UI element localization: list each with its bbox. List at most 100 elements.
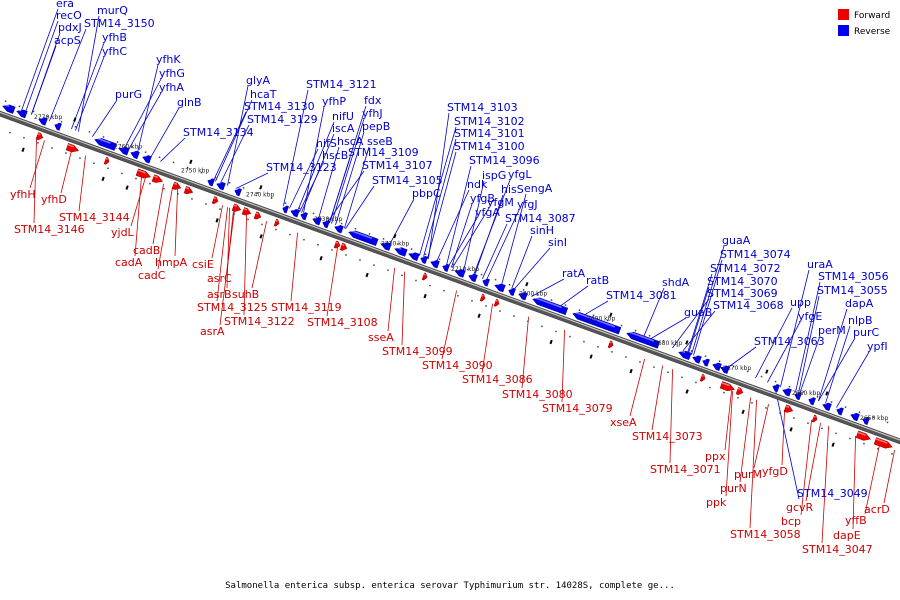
forward-gene-label[interactable]: cadB [133, 244, 160, 257]
forward-gene-label[interactable]: purM [734, 468, 762, 481]
reverse-gene-label[interactable]: dapA [845, 297, 874, 310]
reverse-gene-label[interactable]: STM14_3123 [266, 161, 337, 174]
reverse-gene-arrow[interactable] [494, 282, 506, 293]
reverse-gene-label[interactable]: pdxJ [58, 21, 82, 34]
reverse-gene-arrow[interactable] [118, 145, 130, 156]
reverse-gene-arrow[interactable] [430, 259, 440, 269]
reverse-gene-label[interactable]: hcaT [250, 88, 277, 101]
forward-gene-arrow[interactable] [479, 293, 486, 302]
reverse-gene-label[interactable]: yfgB [470, 192, 495, 205]
forward-gene-label[interactable]: yjdL [111, 226, 135, 239]
reverse-gene-label[interactable]: yfhA [159, 81, 184, 94]
reverse-gene-arrow[interactable] [532, 296, 569, 316]
forward-gene-label[interactable]: ppx [705, 450, 726, 463]
reverse-gene-label[interactable]: purC [853, 326, 879, 339]
reverse-gene-arrow[interactable] [290, 208, 300, 218]
reverse-gene-arrow[interactable] [468, 273, 478, 283]
forward-gene-arrow[interactable] [253, 211, 262, 221]
reverse-gene-label[interactable]: STM14_3072 [710, 262, 781, 275]
forward-gene-label[interactable]: yffB [845, 514, 867, 527]
forward-gene-arrow[interactable] [183, 186, 194, 195]
forward-gene-arrow[interactable] [855, 430, 872, 442]
forward-gene-label[interactable]: STM14_3146 [14, 223, 85, 236]
reverse-gene-label[interactable]: nifU [332, 110, 354, 123]
forward-gene-arrow[interactable] [65, 143, 80, 154]
reverse-gene-label[interactable]: nlpB [848, 314, 873, 327]
reverse-gene-arrow[interactable] [482, 278, 490, 287]
forward-gene-arrow[interactable] [333, 240, 341, 249]
reverse-gene-arrow[interactable] [334, 224, 344, 234]
reverse-gene-arrow[interactable] [794, 391, 802, 401]
reverse-gene-label[interactable]: ratA [562, 267, 586, 280]
reverse-gene-arrow[interactable] [94, 136, 117, 151]
forward-gene-label[interactable]: csiE [192, 258, 214, 271]
reverse-gene-arrow[interactable] [862, 416, 870, 425]
reverse-gene-label[interactable]: yfhB [102, 31, 127, 44]
forward-gene-label[interactable]: dapE [833, 529, 861, 542]
reverse-gene-label[interactable]: shdA [662, 276, 690, 289]
reverse-gene-label[interactable]: upp [790, 296, 811, 309]
forward-gene-arrow[interactable] [873, 437, 893, 451]
forward-gene-arrow[interactable] [783, 404, 794, 414]
reverse-gene-label[interactable]: purG [115, 88, 142, 101]
reverse-gene-arrow[interactable] [508, 287, 516, 297]
reverse-gene-label[interactable]: recO [56, 9, 82, 22]
reverse-gene-label[interactable]: sseB [367, 135, 393, 148]
reverse-gene-arrow[interactable] [442, 263, 450, 273]
reverse-gene-label[interactable]: yfhP [322, 95, 346, 108]
reverse-gene-label[interactable]: STM14_3096 [469, 154, 540, 167]
reverse-gene-label[interactable]: yfhK [156, 53, 181, 66]
reverse-gene-label[interactable]: ispG [482, 169, 506, 182]
reverse-gene-label[interactable]: STM14_3056 [818, 270, 889, 283]
reverse-gene-label[interactable]: yfgL [508, 168, 532, 181]
reverse-gene-label[interactable]: STM14_3109 [348, 146, 419, 159]
reverse-gene-label[interactable]: ndk [467, 178, 488, 191]
forward-gene-arrow[interactable] [493, 298, 500, 307]
forward-gene-label[interactable]: STM14_3099 [382, 345, 453, 358]
forward-gene-label[interactable]: asrB [207, 288, 232, 301]
reverse-gene-arrow[interactable] [16, 108, 28, 119]
reverse-gene-label[interactable]: STM14_3068 [713, 299, 784, 312]
forward-gene-arrow[interactable] [735, 387, 744, 396]
forward-gene-arrow[interactable] [241, 207, 252, 216]
forward-gene-label[interactable]: bcp [781, 515, 801, 528]
reverse-gene-label[interactable]: guaA [722, 234, 751, 247]
reverse-gene-label[interactable]: yfgE [798, 310, 822, 323]
forward-gene-label[interactable]: cadC [138, 269, 166, 282]
reverse-gene-label[interactable]: hscB [322, 149, 348, 162]
reverse-gene-label[interactable]: STM14_3102 [454, 115, 525, 128]
reverse-gene-label[interactable]: STM14_3150 [84, 17, 155, 30]
forward-gene-label[interactable]: yfgD [762, 465, 788, 478]
reverse-gene-label[interactable]: yfhC [102, 45, 127, 58]
reverse-gene-label[interactable]: STM14_3129 [247, 113, 318, 126]
forward-gene-arrow[interactable] [211, 196, 219, 205]
reverse-gene-arrow[interactable] [454, 267, 466, 278]
reverse-gene-arrow[interactable] [54, 122, 62, 131]
reverse-gene-arrow[interactable] [408, 251, 420, 261]
reverse-gene-arrow[interactable] [234, 187, 242, 197]
reverse-gene-label[interactable]: guaB [684, 306, 712, 319]
forward-gene-label[interactable]: suhB [232, 288, 259, 301]
forward-gene-arrow[interactable] [35, 132, 44, 141]
reverse-gene-label[interactable]: glyA [246, 74, 271, 87]
reverse-gene-label[interactable]: pepB [362, 120, 390, 133]
reverse-gene-label[interactable]: STM14_3121 [306, 78, 377, 91]
reverse-gene-arrow[interactable] [312, 216, 322, 226]
reverse-gene-label[interactable]: STM14_3049 [797, 487, 868, 500]
reverse-gene-label[interactable]: STM14_3100 [454, 140, 525, 153]
forward-gene-label[interactable]: STM14_3086 [462, 373, 533, 386]
reverse-gene-label[interactable]: STM14_3063 [754, 335, 825, 348]
reverse-gene-arrow[interactable] [380, 240, 392, 251]
reverse-gene-label[interactable]: era [56, 0, 74, 10]
reverse-gene-arrow[interactable] [808, 396, 816, 406]
reverse-gene-label[interactable]: STM14_3074 [720, 248, 791, 261]
reverse-gene-arrow[interactable] [38, 116, 48, 126]
reverse-gene-arrow[interactable] [702, 358, 710, 367]
forward-gene-label[interactable]: STM14_3108 [307, 316, 378, 329]
reverse-gene-label[interactable]: pbpC [412, 187, 441, 200]
forward-gene-arrow[interactable] [231, 203, 242, 213]
reverse-gene-arrow[interactable] [712, 361, 722, 372]
reverse-gene-arrow[interactable] [2, 103, 16, 114]
reverse-gene-label[interactable]: sinH [530, 224, 554, 237]
reverse-gene-arrow[interactable] [142, 154, 152, 164]
